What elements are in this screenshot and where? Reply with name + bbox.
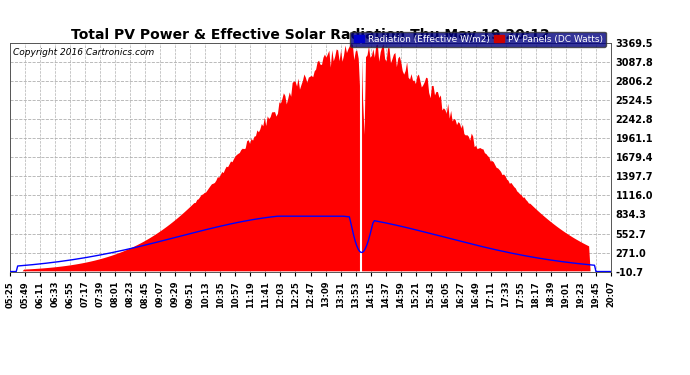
Text: Copyright 2016 Cartronics.com: Copyright 2016 Cartronics.com <box>13 48 155 57</box>
Legend: Radiation (Effective W/m2), PV Panels (DC Watts): Radiation (Effective W/m2), PV Panels (D… <box>351 32 606 47</box>
Title: Total PV Power & Effective Solar Radiation Thu May 19 20:12: Total PV Power & Effective Solar Radiati… <box>71 28 550 42</box>
